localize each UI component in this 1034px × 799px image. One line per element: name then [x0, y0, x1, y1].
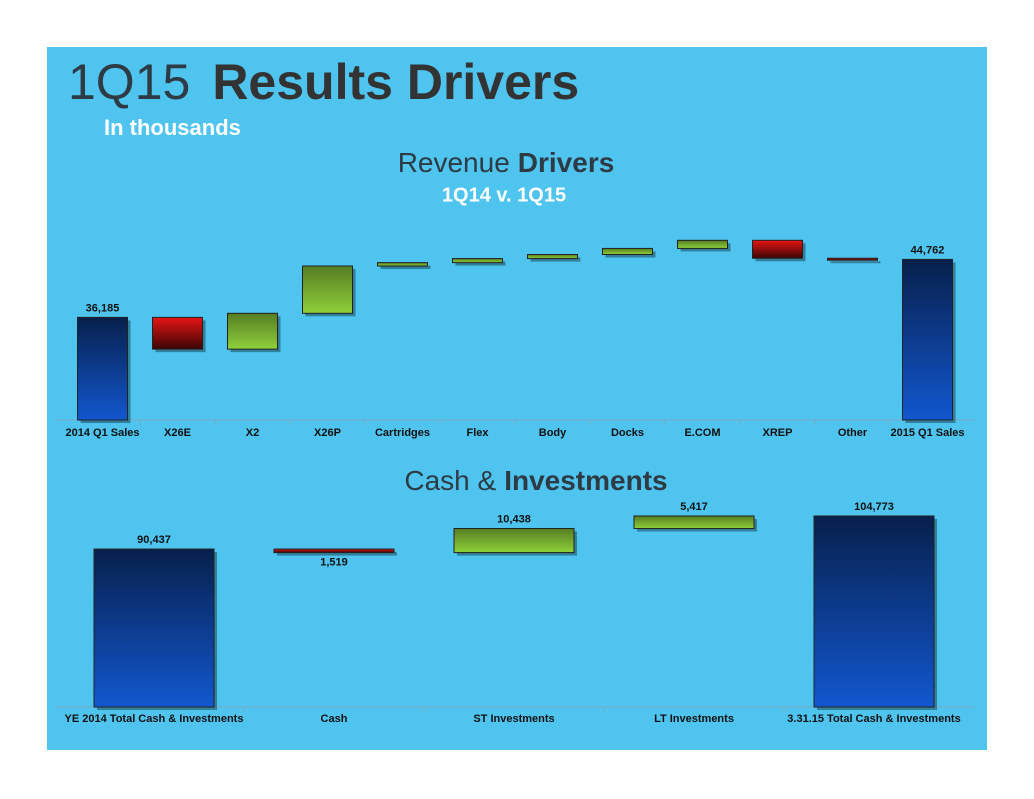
data-label: 104,773 — [854, 501, 894, 513]
bar — [453, 527, 575, 554]
chart-subtitle: 1Q14 v. 1Q15 — [442, 184, 566, 206]
bar — [77, 316, 128, 421]
chart-title: Cash & Investments — [404, 465, 667, 496]
x-tick-label: X26P — [314, 427, 341, 439]
bar — [93, 548, 215, 708]
x-tick-label: Body — [539, 427, 567, 439]
title-emphasis: Investments — [504, 465, 667, 496]
shadow — [277, 552, 397, 556]
shadow — [380, 265, 431, 270]
title-bold: Results Drivers — [212, 54, 579, 110]
x-tick-label: E.COM — [684, 427, 720, 439]
data-label: 10,438 — [497, 513, 531, 525]
bar — [452, 258, 503, 264]
bar — [527, 254, 578, 260]
x-tick-label: 2015 Q1 Sales — [890, 427, 964, 439]
x-tick-label: X26E — [164, 427, 191, 439]
bar — [633, 515, 755, 529]
x-tick-label: ST Investments — [473, 713, 554, 725]
bar — [227, 312, 278, 350]
x-tick-label: Flex — [466, 427, 489, 439]
bar — [273, 548, 395, 554]
slide-title: 1Q15 Results Drivers — [68, 54, 579, 110]
bar — [813, 515, 935, 708]
slide-subtitle: In thousands — [104, 115, 241, 140]
x-tick-label: Cartridges — [375, 427, 430, 439]
bar — [902, 258, 953, 421]
shadow — [830, 261, 881, 264]
bar — [377, 262, 428, 267]
x-tick-label: LT Investments — [654, 713, 734, 725]
title-emphasis: Drivers — [518, 147, 615, 178]
x-tick-label: 3.31.15 Total Cash & Investments — [787, 713, 960, 725]
data-label: 1,519 — [320, 556, 348, 568]
x-tick-label: Docks — [611, 427, 644, 439]
chart-title: Revenue Drivers — [398, 147, 615, 178]
bar — [152, 316, 203, 350]
x-tick-label: 2014 Q1 Sales — [65, 427, 139, 439]
title-part: Cash & — [404, 465, 496, 496]
bar — [677, 239, 728, 249]
bar — [827, 257, 878, 261]
shadow — [530, 257, 581, 262]
x-tick-label: Other — [838, 427, 868, 439]
data-label: 5,417 — [680, 501, 708, 513]
x-tick-label: YE 2014 Total Cash & Investments — [65, 713, 244, 725]
x-tick-label: X2 — [246, 427, 259, 439]
bar — [302, 265, 353, 314]
shadow — [455, 261, 506, 266]
data-label: 90,437 — [137, 534, 171, 546]
bar — [752, 239, 803, 259]
x-tick-label: Cash — [321, 713, 348, 725]
title-light: 1Q15 — [68, 54, 190, 110]
title-part: Revenue — [398, 147, 510, 178]
bar — [602, 247, 653, 256]
x-tick-label: XREP — [763, 427, 793, 439]
data-label: 44,762 — [911, 244, 945, 256]
data-label: 36,185 — [86, 302, 120, 314]
